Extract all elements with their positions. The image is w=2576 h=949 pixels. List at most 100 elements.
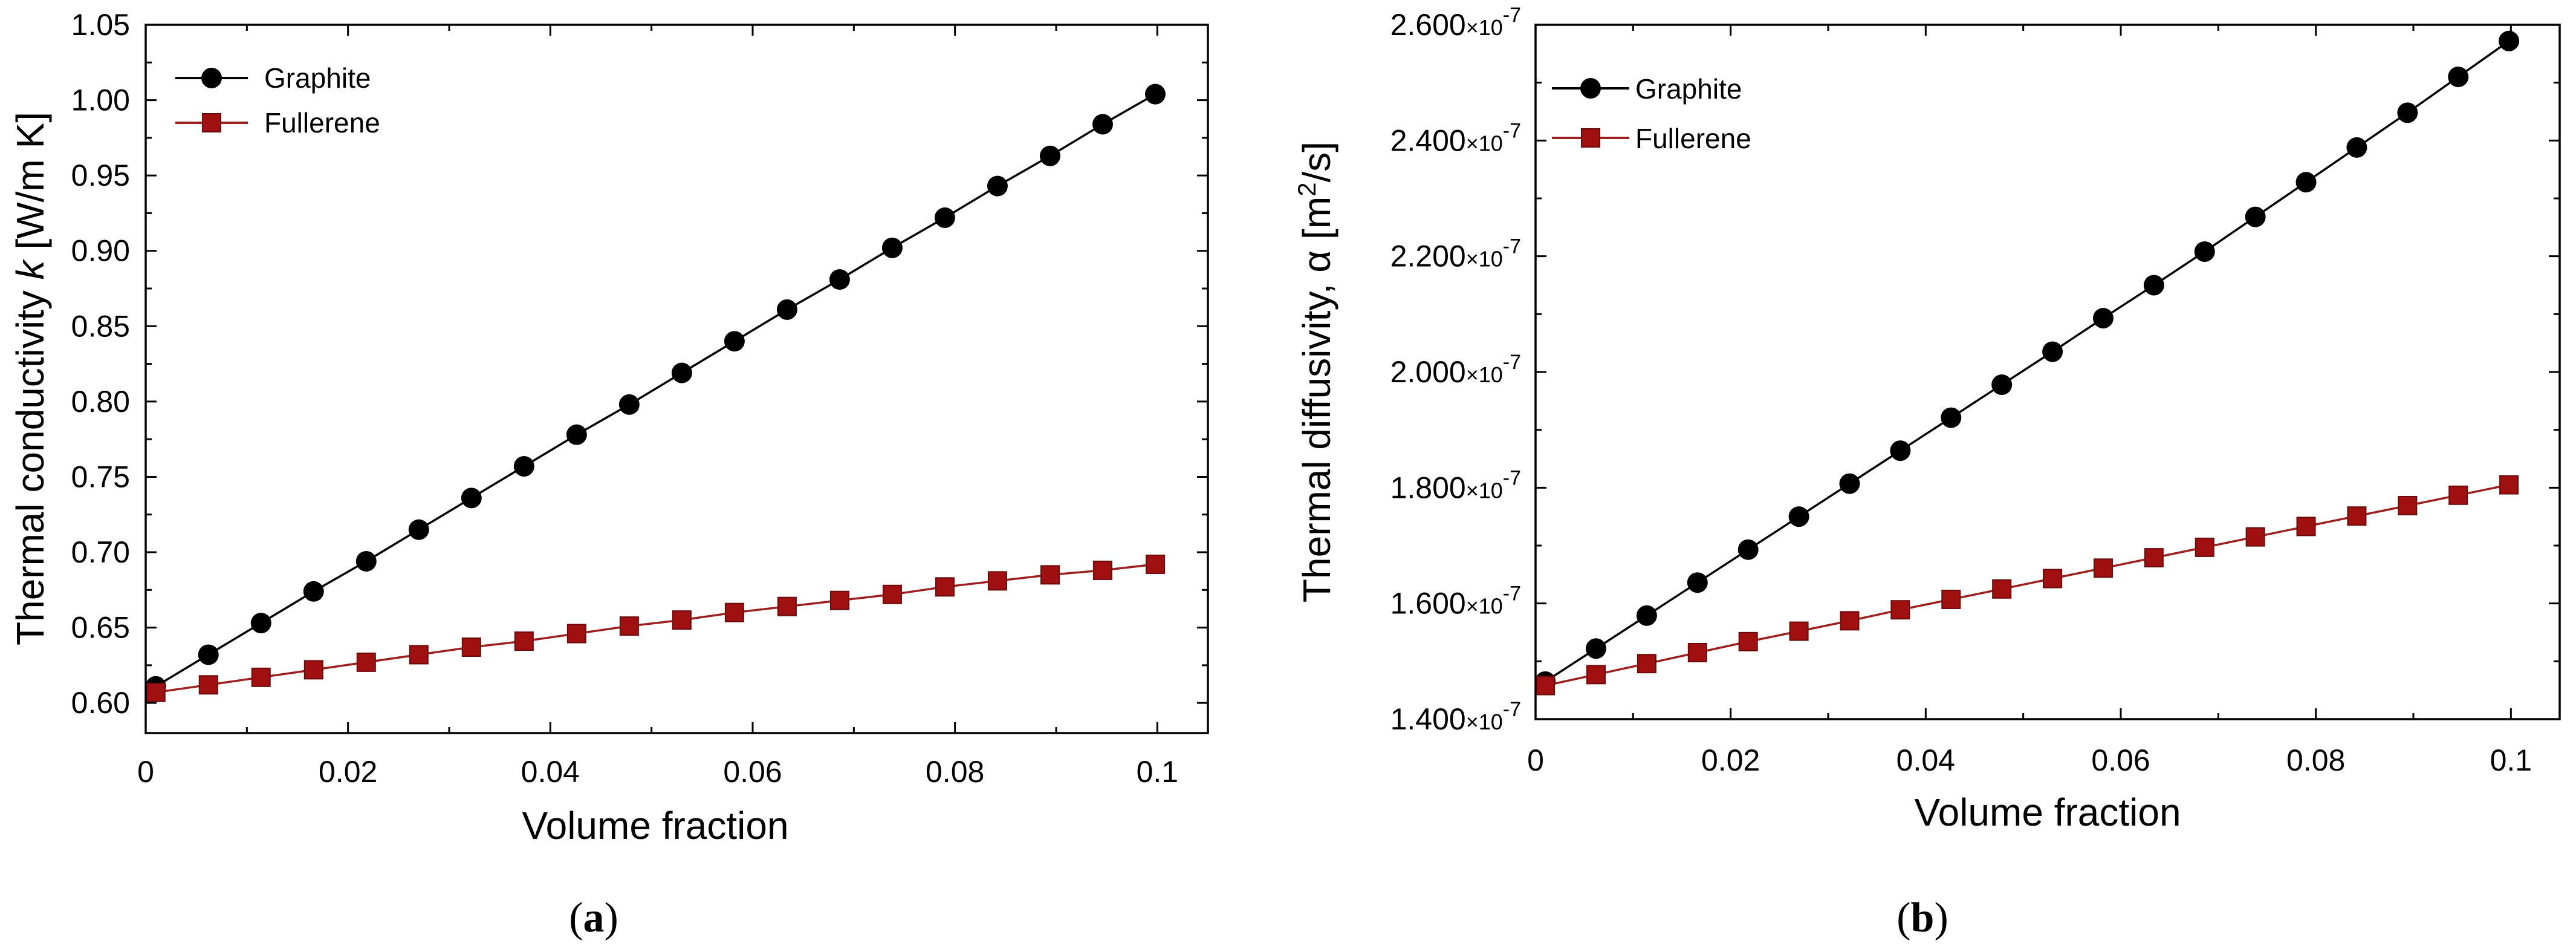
data-point-graphite <box>513 456 534 477</box>
data-point-graphite <box>1941 407 1962 428</box>
data-point-fullerene <box>987 571 1007 591</box>
legend-item-fullerene-b: Fullerene <box>1552 123 1751 154</box>
data-point-graphite <box>2448 67 2469 88</box>
data-point-fullerene <box>1941 589 1961 609</box>
data-point-graphite <box>355 550 377 572</box>
data-point-graphite <box>303 581 324 602</box>
data-point-fullerene <box>1145 554 1165 574</box>
data-point-graphite <box>829 269 850 290</box>
data-point-fullerene <box>1536 676 1556 696</box>
x-tick-label: 0.08 <box>2286 743 2345 777</box>
data-point-fullerene <box>1789 621 1809 641</box>
data-point-graphite <box>2397 102 2418 123</box>
data-point-fullerene <box>672 610 692 630</box>
data-point-fullerene <box>2093 558 2113 578</box>
data-point-graphite <box>461 488 482 509</box>
data-point-fullerene <box>1040 565 1060 585</box>
data-point-fullerene <box>1092 560 1112 580</box>
y-tick-mantissa: 2.200 <box>1390 240 1466 273</box>
x-tick-label: 0.1 <box>2490 743 2532 777</box>
data-point-graphite <box>250 613 271 634</box>
y-tick-label: 2.600×10-7 <box>1390 4 1521 42</box>
y-tick-times: ×10 <box>1466 709 1503 734</box>
data-point-graphite <box>1636 605 1657 626</box>
data-point-fullerene <box>777 596 797 616</box>
data-point-graphite <box>2092 308 2114 329</box>
data-point-graphite <box>1890 440 1911 461</box>
data-point-graphite <box>987 175 1008 197</box>
data-point-fullerene <box>1738 631 1758 651</box>
x-tick-label: 0.06 <box>2091 743 2150 777</box>
y-tick-exponent: -7 <box>1503 119 1521 142</box>
legend-a: Graphite Fullerene <box>175 62 380 139</box>
legend-marker-fullerene-b <box>1581 128 1600 148</box>
data-point-fullerene <box>409 645 429 665</box>
data-point-fullerene <box>2296 517 2316 536</box>
x-axis-title-b: Volume fraction <box>1914 791 2181 834</box>
y-tick-label: 2.000×10-7 <box>1390 351 1521 389</box>
legend-label-fullerene-a: Fullerene <box>264 107 380 139</box>
y-tick-mantissa: 2.400 <box>1390 123 1466 157</box>
data-point-fullerene <box>2347 506 2367 526</box>
y-tick-label: 0.85 <box>71 309 130 343</box>
data-point-graphite <box>2042 341 2063 362</box>
y-tick-times: ×10 <box>1466 247 1503 272</box>
y-tick-exponent: -7 <box>1503 351 1521 374</box>
data-point-graphite <box>1092 114 1113 135</box>
panel-label-a: (a) <box>569 895 618 941</box>
data-point-fullerene <box>2043 569 2063 589</box>
x-tick-label: 0 <box>137 755 154 789</box>
data-point-fullerene <box>2499 475 2519 495</box>
data-point-graphite <box>2499 30 2520 51</box>
x-tick-label: 0.04 <box>521 755 580 789</box>
y-tick-label: 1.600×10-7 <box>1390 582 1521 621</box>
x-tick-label: 0.06 <box>723 755 782 789</box>
y-tick-label: 0.70 <box>71 535 130 569</box>
data-point-graphite <box>776 299 797 320</box>
legend-label-fullerene-b: Fullerene <box>1635 123 1751 154</box>
y-tick-times: ×10 <box>1466 131 1503 155</box>
data-point-fullerene <box>2144 548 2164 568</box>
data-point-fullerene <box>356 652 376 672</box>
data-point-graphite <box>724 331 745 352</box>
data-point-graphite <box>1687 572 1708 593</box>
y-tick-exponent: -7 <box>1503 235 1521 258</box>
y-tick-label: 1.05 <box>71 8 130 42</box>
chart-panel-b: 0 0.02 0.04 0.06 0.08 0.11.400×10-71.600×10-7… <box>1293 4 2561 941</box>
x-axis-title-a: Volume fraction <box>522 804 788 847</box>
data-point-fullerene <box>935 577 955 597</box>
y-tick-exponent: -7 <box>1503 698 1521 721</box>
data-point-graphite <box>1039 145 1060 166</box>
data-point-graphite <box>566 424 587 445</box>
x-tick-label: 0.02 <box>1701 743 1760 777</box>
data-point-graphite <box>198 644 219 665</box>
data-point-fullerene <box>2195 537 2214 557</box>
data-point-graphite <box>618 394 640 415</box>
data-point-fullerene <box>303 660 323 680</box>
legend-marker-graphite-b <box>1580 78 1601 99</box>
data-point-graphite <box>2346 137 2367 158</box>
data-point-fullerene <box>514 631 534 651</box>
y-tick-mantissa: 2.000 <box>1390 355 1466 389</box>
y-tick-exponent: -7 <box>1503 4 1521 27</box>
data-point-graphite <box>2245 206 2266 227</box>
y-tick-exponent: -7 <box>1503 582 1521 605</box>
legend-item-fullerene-a: Fullerene <box>175 107 380 139</box>
y-tick-label: 0.65 <box>71 611 130 645</box>
y-tick-exponent: -7 <box>1503 466 1521 489</box>
y-tick-mantissa: 1.400 <box>1390 702 1466 736</box>
y-tick-label: 0.95 <box>71 158 130 192</box>
data-point-fullerene <box>1687 642 1707 662</box>
x-tick-label: 0.02 <box>319 755 377 789</box>
y-tick-times: ×10 <box>1466 478 1503 503</box>
data-point-fullerene <box>619 616 639 636</box>
y-tick-label: 0.60 <box>71 686 130 720</box>
y-tick-times: ×10 <box>1466 362 1503 387</box>
x-tick-label: 0.04 <box>1896 743 1955 777</box>
data-point-fullerene <box>2245 527 2265 547</box>
data-point-fullerene <box>198 675 218 695</box>
y-tick-times: ×10 <box>1466 15 1503 40</box>
y-tick-mantissa: 1.600 <box>1390 587 1466 621</box>
y-tick-label: 2.400×10-7 <box>1390 119 1521 157</box>
